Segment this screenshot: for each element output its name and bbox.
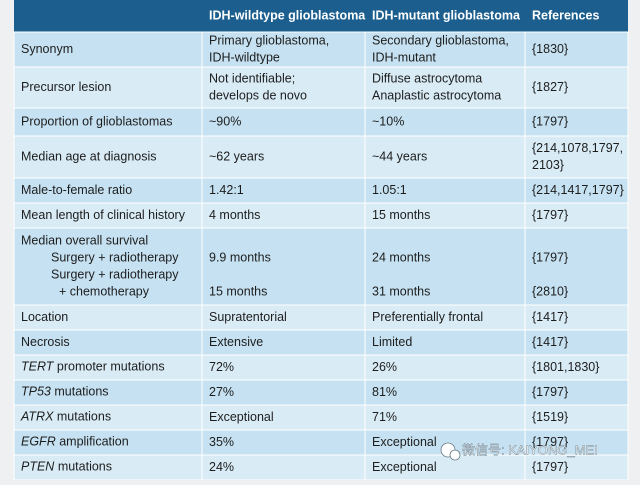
row-label: ATRX mutations	[20, 410, 111, 424]
row-label: Mean length of clinical history	[21, 208, 186, 222]
row-label: Synonym	[21, 42, 73, 56]
row-label: Surgery + radiotherapy	[51, 267, 179, 281]
cell-text: 81%	[372, 385, 397, 399]
cell-text: 4 months	[209, 208, 260, 222]
cell-text: {1519}	[532, 410, 568, 424]
cell-text: Limited	[372, 335, 412, 349]
table-row	[13, 31, 629, 68]
row-label: Median age at diagnosis	[21, 149, 157, 163]
cell-text: IDH-wildtype	[209, 50, 280, 64]
cell-text: {1797}	[532, 460, 568, 474]
cell-text: Anaplastic astrocytoma	[372, 88, 501, 102]
header-row	[14, 0, 628, 32]
row-label: Surgery + radiotherapy	[51, 250, 179, 264]
table-row	[13, 304, 629, 331]
column-header: References	[532, 8, 599, 22]
watermark: 微信号: KAIYONG_MEI	[440, 442, 598, 461]
cell-text: {214,1078,1797,	[532, 141, 623, 155]
cell-text: 1.05:1	[372, 183, 407, 197]
table-row	[13, 66, 629, 109]
cell-text: Exceptional	[372, 460, 437, 474]
table-row	[13, 429, 629, 456]
column-header: IDH-wildtype glioblastoma	[209, 8, 366, 22]
cell-text: 26%	[372, 360, 397, 374]
cell-text: ~10%	[372, 114, 404, 128]
label-text: mutations	[51, 385, 109, 399]
table-row	[13, 354, 629, 381]
gene-name: TP53	[21, 385, 51, 399]
table-row	[13, 404, 629, 431]
cell-text: 24%	[209, 460, 234, 474]
cell-text: {1797}	[532, 250, 568, 264]
cell-text: Primary glioblastoma,	[209, 33, 329, 47]
table-row	[13, 454, 629, 481]
table-row	[13, 329, 629, 356]
label-text: promoter mutations	[53, 360, 164, 374]
cell-text: 35%	[209, 435, 234, 449]
cell-text: {1417}	[532, 310, 568, 324]
cell-text: Exceptional	[372, 435, 437, 449]
gene-name: ATRX	[20, 410, 54, 424]
cell-text: 15 months	[372, 208, 430, 222]
label-text: mutations	[54, 460, 112, 474]
row-label: Median overall survival	[21, 233, 148, 247]
cell-text: ~62 years	[209, 149, 264, 163]
cell-text: Diffuse astrocytoma	[372, 71, 482, 85]
cell-text: 27%	[209, 385, 234, 399]
label-text: amplification	[56, 435, 129, 449]
cell-text: {1797}	[532, 435, 568, 449]
cell-text: 24 months	[372, 250, 430, 264]
cell-text: Secondary glioblastoma,	[372, 33, 509, 47]
row-label: TERT promoter mutations	[21, 360, 165, 374]
cell-text: Exceptional	[209, 410, 274, 424]
cell-text: {214,1417,1797}	[532, 183, 624, 197]
gene-name: PTEN	[21, 460, 55, 474]
cell-text: {1797}	[532, 385, 568, 399]
cell-text: IDH-mutant	[372, 50, 436, 64]
cell-text: Extensive	[209, 335, 263, 349]
watermark-text: 微信号: KAIYONG_MEI	[462, 442, 598, 457]
gene-name: EGFR	[21, 435, 56, 449]
label-text: mutations	[53, 410, 111, 424]
row-label: Proportion of glioblastomas	[21, 114, 172, 128]
cell-text: 2103}	[532, 158, 564, 172]
cell-text: 1.42:1	[209, 183, 244, 197]
cell-text: 9.9 months	[209, 250, 271, 264]
table-row	[13, 107, 629, 137]
cell-text: {1797}	[532, 208, 568, 222]
row-label: + chemotherapy	[59, 284, 150, 298]
cell-text: Not identifiable;	[209, 71, 295, 85]
cell-text: {2810}	[532, 284, 568, 298]
column-header: IDH-mutant glioblastoma	[372, 8, 521, 22]
cell-text: 72%	[209, 360, 234, 374]
watermark-icon	[449, 449, 461, 461]
row-label: Location	[21, 310, 68, 324]
cell-text: 15 months	[209, 284, 267, 298]
cell-text: Preferentially frontal	[372, 310, 483, 324]
row-label: Necrosis	[21, 335, 70, 349]
cell-text: {1827}	[532, 80, 568, 94]
gene-name: TERT	[21, 360, 55, 374]
row-label: EGFR amplification	[21, 435, 129, 449]
cell-text: ~44 years	[372, 149, 427, 163]
row-label: TP53 mutations	[21, 385, 109, 399]
row-label: Male-to-female ratio	[21, 183, 132, 197]
cell-text: ~90%	[209, 114, 241, 128]
cell-text: Supratentorial	[209, 310, 287, 324]
cell-text: {1801,1830}	[532, 360, 599, 374]
table-row	[13, 227, 629, 306]
row-label: Precursor lesion	[21, 80, 111, 94]
row-label: PTEN mutations	[21, 460, 112, 474]
cell-text: {1417}	[532, 335, 568, 349]
cell-text: develops de novo	[209, 88, 307, 102]
cell-text: 71%	[372, 410, 397, 424]
cell-text: 31 months	[372, 284, 430, 298]
cell-text: {1797}	[532, 114, 568, 128]
cell-text: {1830}	[532, 42, 568, 56]
